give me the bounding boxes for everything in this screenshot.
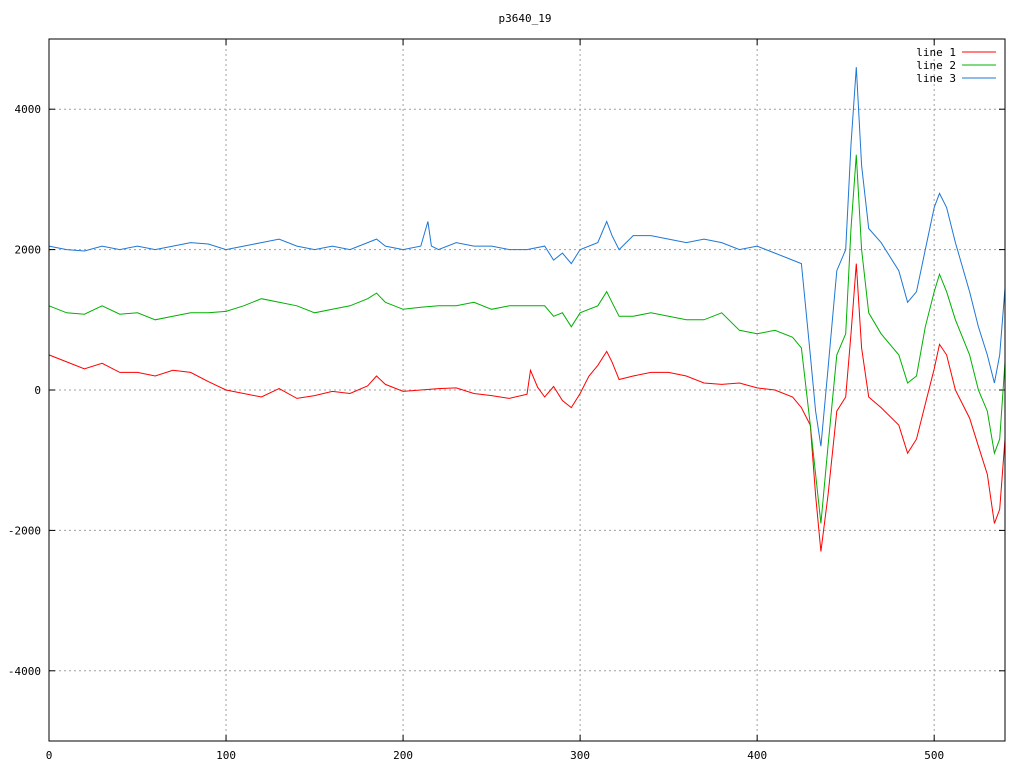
plot-frame <box>48 38 1006 742</box>
x-tick-label: 500 <box>924 749 944 762</box>
grid-layer <box>49 39 1005 741</box>
legend-label-2: line 2 <box>916 59 956 72</box>
y-tick-label: 4000 <box>15 103 42 116</box>
series-layer <box>48 67 1006 552</box>
x-tick-label: 100 <box>216 749 236 762</box>
x-tick-label: 0 <box>46 749 53 762</box>
x-tick-label: 200 <box>393 749 413 762</box>
legend-label-3: line 3 <box>916 72 956 85</box>
tick-layer: 0 100 200 300 400 500 -4000 -2000 0 2000 4000 <box>8 39 1005 762</box>
x-tick-label: 400 <box>747 749 767 762</box>
y-tick-label: -4000 <box>8 665 41 678</box>
legend-label-1: line 1 <box>916 46 956 59</box>
y-tick-label: -2000 <box>8 524 41 537</box>
y-tick-label: 2000 <box>15 244 42 257</box>
y-tick-label: 0 <box>34 384 41 397</box>
series-line-1 <box>48 263 1006 552</box>
series-line-2 <box>48 154 1006 524</box>
series-line-3 <box>48 67 1006 447</box>
chart-title: p3640_19 <box>499 12 552 25</box>
x-tick-label: 300 <box>570 749 590 762</box>
